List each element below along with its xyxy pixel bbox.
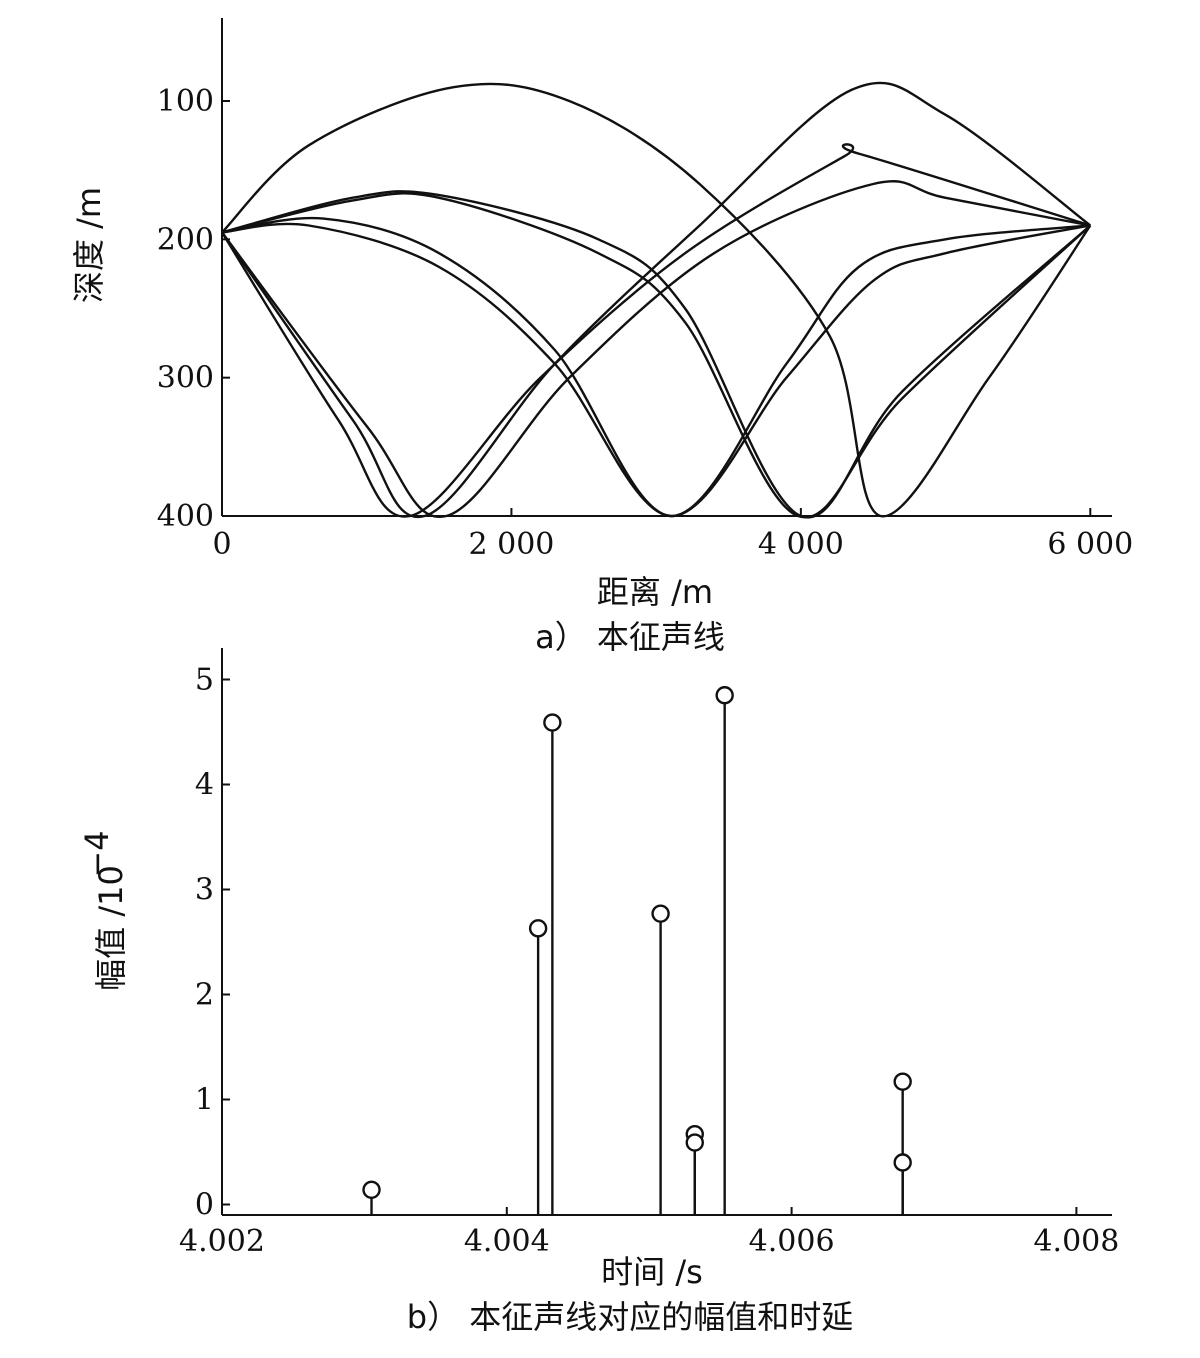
eigenray-6 xyxy=(220,143,1091,518)
a-x-axis-title: 距离 /m xyxy=(597,573,713,611)
b-y-tick-label: 4 xyxy=(195,768,214,803)
b-x-tick-label: 4.008 xyxy=(1033,1224,1119,1259)
b-y-tick-label: 0 xyxy=(195,1188,214,1223)
amplitude-stems xyxy=(362,686,912,1215)
b-y-axis-title: 幅值 /10 xyxy=(92,865,130,991)
eigenray-2 xyxy=(221,190,1092,519)
stem-marker-1 xyxy=(362,1180,381,1200)
b-y-tick-label: 5 xyxy=(195,663,214,698)
b-x-tick-label: 4.002 xyxy=(179,1224,265,1259)
eigenray-paths xyxy=(220,81,1092,519)
eigenray-3 xyxy=(221,192,1092,519)
a-caption: a） 本征声线 xyxy=(535,618,725,656)
b-y-tick-label: 2 xyxy=(195,978,214,1013)
b-x-ticks: 4.002 4.004 4.006 4.008 xyxy=(179,1207,1119,1259)
a-y-tick-label: 200 xyxy=(157,222,214,257)
stem-marker-7 xyxy=(715,686,734,705)
eigenray-chart: 0 2 000 4 000 6 000 100 200 300 400 距离 /m 深度 /… xyxy=(70,18,1133,656)
a-x-tick-label: 4 000 xyxy=(758,527,844,562)
a-y-tick-label: 400 xyxy=(157,499,214,534)
a-x-ticks: 0 2 000 4 000 6 000 xyxy=(212,508,1133,562)
stem-marker-2 xyxy=(528,919,548,938)
a-x-tick-label: 2 000 xyxy=(468,527,554,562)
stem-marker-9 xyxy=(893,1153,912,1172)
stem-marker-8 xyxy=(893,1072,912,1091)
stem-marker-3 xyxy=(543,713,562,732)
eigenray-4 xyxy=(221,216,1091,518)
a-y-axis-title: 深度 /m xyxy=(70,187,108,303)
a-y-tick-label: 300 xyxy=(157,361,214,396)
b-y-tick-label: 1 xyxy=(195,1083,214,1118)
stem-marker-6 xyxy=(685,1133,704,1152)
b-y-axis-exponent: −4 xyxy=(78,830,116,877)
b-x-tick-label: 4.004 xyxy=(464,1224,550,1259)
eigenray-8 xyxy=(221,180,1091,519)
b-y-ticks: 0 1 2 3 4 5 xyxy=(195,663,230,1223)
eigenray-7 xyxy=(221,81,1092,519)
b-x-axis-title: 时间 /s xyxy=(601,1253,703,1291)
amplitude-delay-chart: 4.002 4.004 4.006 4.008 0 1 2 3 4 5 时间 /s 幅值 /10… xyxy=(78,648,1119,1336)
a-y-tick-label: 100 xyxy=(157,84,214,119)
stem-marker-4 xyxy=(651,904,670,923)
eigenray-1 xyxy=(221,82,1092,518)
a-y-ticks: 100 200 300 400 xyxy=(157,84,230,534)
b-y-tick-label: 3 xyxy=(195,873,214,908)
eigenray-5 xyxy=(221,222,1091,518)
b-x-tick-label: 4.006 xyxy=(749,1224,835,1259)
b-y-axis-title-group: 幅值 /10 −4 xyxy=(78,830,130,990)
a-x-tick-label: 6 000 xyxy=(1047,527,1133,562)
a-x-tick-label: 0 xyxy=(212,527,231,562)
b-caption: b） 本征声线对应的幅值和时延 xyxy=(407,1298,854,1336)
